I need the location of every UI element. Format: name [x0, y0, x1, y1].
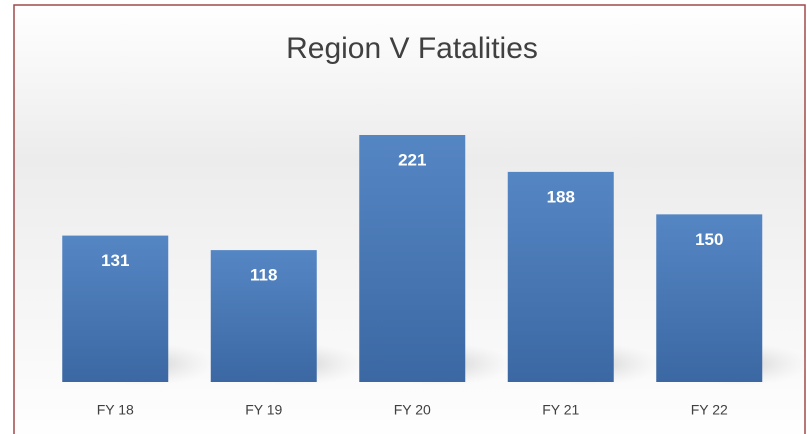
- chart-title: Region V Fatalities: [286, 32, 538, 65]
- x-tick-label: FY 20: [394, 402, 431, 418]
- data-label: 150: [695, 230, 723, 249]
- data-label: 188: [547, 187, 575, 206]
- x-tick-label: FY 21: [542, 402, 579, 418]
- data-label: 118: [250, 266, 277, 285]
- bar: [507, 171, 614, 382]
- data-label: 131: [101, 251, 129, 270]
- x-tick-label: FY 18: [97, 402, 134, 418]
- x-tick-label: FY 22: [691, 402, 728, 418]
- plot-area: FY 18 131 FY 19 118 FY 20 221 FY 21 188 FY 22 150: [62, 135, 807, 418]
- bar: [62, 235, 169, 382]
- data-label: 221: [398, 150, 426, 169]
- bar: [656, 214, 763, 382]
- x-tick-label: FY 19: [245, 402, 282, 418]
- bar: [359, 135, 466, 382]
- bar: [210, 250, 317, 382]
